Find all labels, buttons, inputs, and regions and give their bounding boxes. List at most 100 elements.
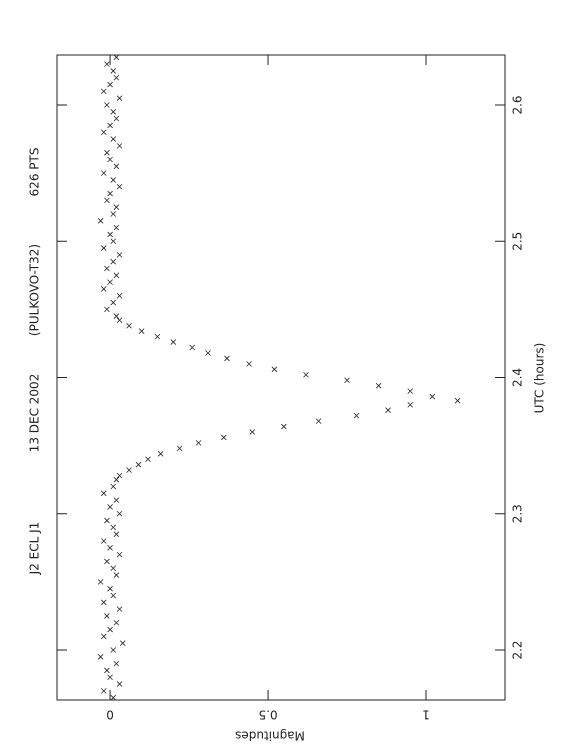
- data-point: [407, 401, 414, 408]
- data-point: [113, 272, 120, 279]
- data-point: [116, 606, 123, 612]
- data-point: [100, 129, 107, 136]
- data-point: [113, 660, 120, 667]
- x-tick-label: 2.4: [511, 368, 525, 387]
- data-point: [100, 599, 107, 606]
- data-point: [281, 423, 287, 430]
- data-point: [104, 61, 110, 67]
- data-point: [113, 115, 120, 122]
- data-point: [385, 407, 391, 413]
- y-tick-label: 0: [106, 708, 114, 722]
- data-point: [104, 149, 110, 156]
- data-point: [113, 313, 120, 319]
- data-point: [110, 483, 117, 490]
- data-point: [113, 572, 120, 578]
- data-point: [110, 136, 117, 142]
- data-point: [116, 183, 123, 190]
- y-tick-label: 0.5: [258, 708, 277, 722]
- data-point: [154, 333, 161, 340]
- annotation: J2 ECL J1: [28, 522, 42, 576]
- data-point: [104, 306, 110, 313]
- y-tick-label: 1: [422, 708, 430, 722]
- data-point: [113, 476, 120, 483]
- annotation: (PULKOVO-T32): [28, 244, 42, 336]
- data-point: [113, 54, 120, 61]
- data-point: [113, 531, 120, 537]
- y-axis-title: Magnitudes: [235, 729, 305, 743]
- data-point: [107, 674, 113, 681]
- data-point: [107, 156, 113, 163]
- data-point: [116, 510, 123, 517]
- data-point: [113, 74, 120, 81]
- data-point: [119, 640, 126, 646]
- data-point: [97, 579, 104, 585]
- data-point: [249, 429, 256, 435]
- data-point: [315, 418, 322, 424]
- data-point: [110, 647, 117, 653]
- x-tick-label: 2.2: [511, 640, 525, 659]
- data-point: [100, 245, 107, 251]
- data-point: [271, 366, 278, 373]
- data-point: [110, 211, 117, 217]
- data-point: [100, 538, 107, 544]
- data-point: [110, 299, 117, 306]
- data-point: [100, 88, 107, 95]
- data-point: [104, 265, 110, 272]
- data-point: [176, 445, 183, 452]
- data-point: [104, 667, 110, 674]
- data-point: [110, 109, 117, 115]
- data-point: [113, 497, 120, 503]
- data-point: [224, 355, 230, 362]
- data-point: [113, 619, 120, 626]
- data-point: [113, 163, 120, 170]
- data-point: [107, 626, 113, 633]
- data-point: [100, 633, 107, 640]
- annotation: 13 DEC 2002: [28, 374, 42, 453]
- data-point: [107, 190, 113, 197]
- data-point: [97, 654, 104, 660]
- data-point: [110, 524, 117, 531]
- data-point: [110, 565, 117, 572]
- annotation: 626 PTS: [28, 148, 42, 197]
- data-point: [145, 456, 151, 463]
- data-point: [375, 382, 382, 389]
- data-point: [353, 412, 360, 419]
- data-point: [116, 681, 123, 687]
- data-point: [116, 95, 123, 101]
- data-point: [429, 393, 436, 400]
- data-point: [157, 451, 164, 457]
- data-point: [116, 143, 123, 149]
- data-point: [110, 177, 117, 183]
- data-point: [104, 197, 110, 204]
- plot-frame: [56, 54, 506, 701]
- data-point: [107, 231, 113, 238]
- x-axis-title: UTC (hours): [533, 343, 547, 414]
- data-point: [113, 224, 120, 231]
- data-point: [107, 81, 113, 88]
- data-point: [107, 279, 113, 285]
- data-point: [100, 286, 107, 292]
- x-tick-label: 2.6: [511, 95, 525, 114]
- data-point: [126, 322, 132, 329]
- data-point: [110, 68, 117, 74]
- data-point: [344, 377, 350, 384]
- data-point: [126, 467, 132, 473]
- data-point: [303, 371, 309, 378]
- data-point: [116, 551, 123, 558]
- x-tick-label: 2.5: [511, 232, 525, 251]
- data-point: [110, 258, 117, 265]
- data-point: [107, 504, 113, 510]
- data-point: [246, 361, 252, 367]
- data-point: [107, 545, 113, 551]
- data-point: [138, 328, 145, 334]
- x-tick-label: 2.3: [511, 504, 525, 523]
- data-point: [110, 238, 117, 245]
- data-point: [116, 472, 123, 479]
- data-point: [104, 558, 110, 565]
- data-point: [100, 170, 107, 176]
- data-point: [110, 592, 117, 599]
- data-point: [205, 350, 211, 356]
- data-point: [110, 694, 117, 701]
- data-point: [221, 434, 227, 441]
